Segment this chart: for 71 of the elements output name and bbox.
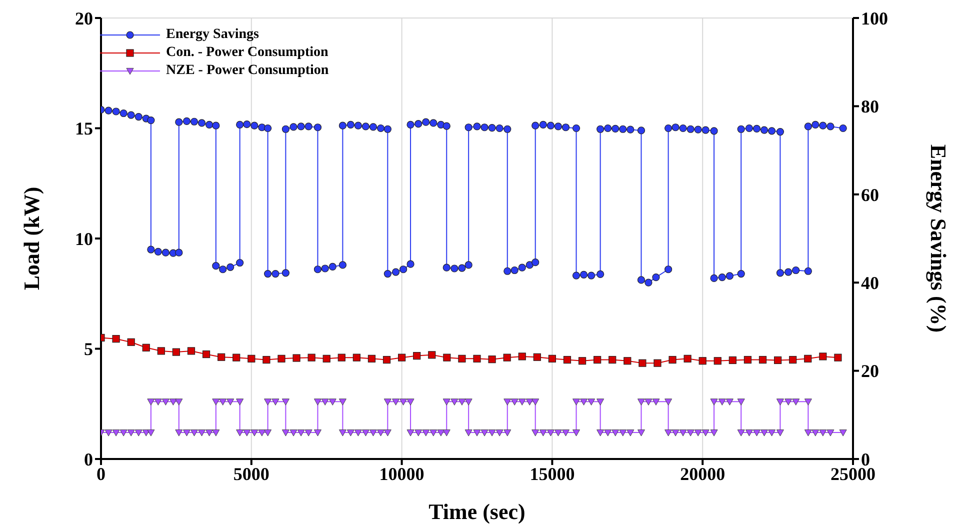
point bbox=[127, 338, 135, 346]
point bbox=[187, 347, 196, 355]
point bbox=[382, 356, 391, 364]
x-tick-label: 15000 bbox=[530, 464, 575, 484]
point bbox=[488, 356, 496, 364]
legend-label: NZE - Power Consumption bbox=[166, 63, 329, 79]
point bbox=[503, 354, 511, 362]
point bbox=[262, 356, 270, 364]
point bbox=[594, 356, 602, 364]
point bbox=[278, 354, 286, 362]
y2-tick-label: 0 bbox=[861, 449, 870, 470]
y-tick-label: 10 bbox=[75, 228, 93, 249]
point bbox=[172, 348, 180, 356]
point bbox=[142, 344, 150, 352]
point bbox=[112, 335, 120, 343]
y-axis-title: Load (kW) bbox=[18, 186, 44, 290]
point bbox=[744, 356, 752, 364]
point bbox=[774, 356, 782, 364]
point bbox=[684, 354, 692, 362]
x-tick-label: 20000 bbox=[680, 464, 726, 484]
y2-tick-label: 40 bbox=[861, 272, 879, 293]
point bbox=[518, 352, 526, 360]
point bbox=[698, 357, 706, 365]
point bbox=[352, 354, 360, 362]
y-tick-label: 5 bbox=[84, 339, 93, 360]
point bbox=[548, 354, 556, 362]
x-tick-label: 0 bbox=[96, 464, 106, 484]
y2-tick-label: 100 bbox=[861, 8, 888, 28]
point bbox=[308, 354, 316, 362]
point bbox=[758, 356, 767, 364]
legend-label: Con. - Power Consumption bbox=[166, 45, 328, 61]
point bbox=[398, 354, 406, 362]
y2-tick-label: 60 bbox=[861, 184, 879, 205]
point bbox=[728, 356, 736, 364]
y2-axis-title: Energy Savings (%) bbox=[926, 144, 952, 333]
point bbox=[668, 356, 676, 364]
x-tick-label: 10000 bbox=[379, 464, 424, 484]
point bbox=[563, 356, 572, 364]
point bbox=[608, 356, 616, 364]
point bbox=[157, 347, 165, 355]
point bbox=[804, 354, 812, 362]
point bbox=[834, 354, 842, 362]
point bbox=[338, 354, 346, 362]
point bbox=[248, 354, 256, 362]
point bbox=[413, 352, 421, 360]
point bbox=[218, 353, 226, 361]
legend-label: Energy Savings bbox=[166, 27, 259, 43]
point bbox=[638, 359, 646, 367]
point bbox=[443, 354, 451, 362]
y2-tick-label: 20 bbox=[861, 361, 879, 382]
y-tick-label: 15 bbox=[75, 118, 93, 139]
y2-tick-label: 80 bbox=[861, 96, 879, 117]
point bbox=[624, 357, 632, 365]
point bbox=[578, 357, 586, 365]
point bbox=[428, 351, 436, 359]
point bbox=[789, 356, 797, 364]
point bbox=[202, 350, 210, 358]
y-tick-label: 0 bbox=[84, 449, 93, 470]
point bbox=[714, 357, 722, 365]
x-axis-title: Time (sec) bbox=[428, 499, 526, 524]
point bbox=[232, 354, 240, 362]
point bbox=[458, 354, 466, 362]
point bbox=[368, 354, 376, 362]
point bbox=[654, 359, 662, 367]
point bbox=[473, 354, 481, 362]
y-tick-label: 20 bbox=[75, 8, 93, 28]
x-tick-label: 5000 bbox=[233, 464, 270, 484]
point bbox=[533, 353, 541, 361]
point bbox=[292, 354, 300, 362]
point bbox=[819, 352, 827, 360]
point bbox=[322, 354, 330, 362]
